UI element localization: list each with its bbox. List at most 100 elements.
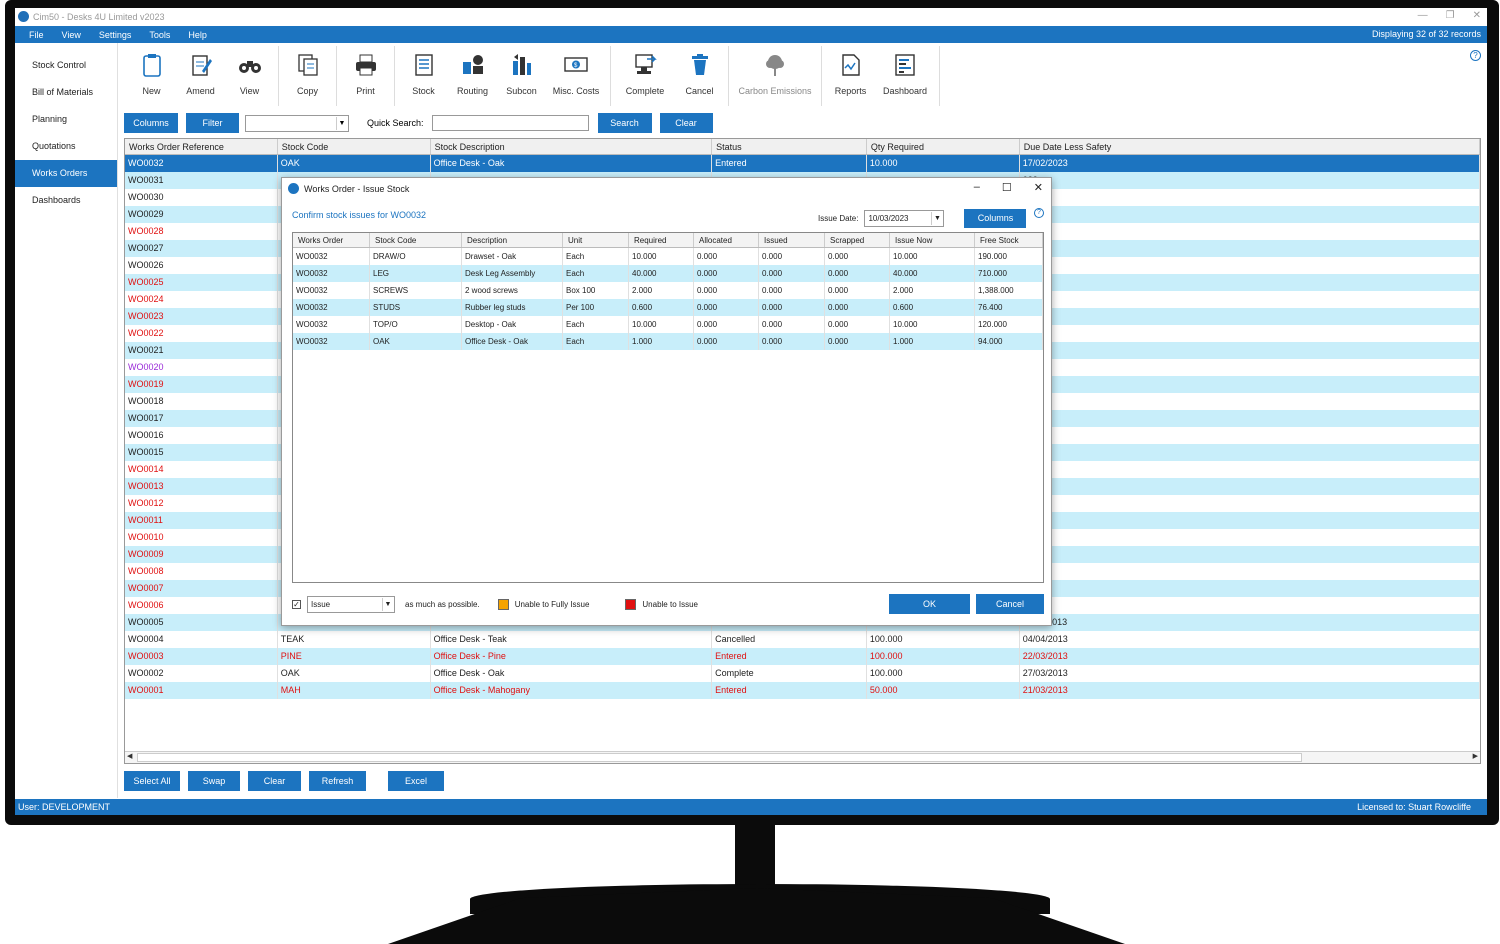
- menu-file[interactable]: File: [29, 29, 44, 40]
- reports-button[interactable]: Reports: [826, 46, 875, 106]
- help-icon[interactable]: ?: [1470, 50, 1481, 61]
- issue-cell[interactable]: 1.000: [890, 333, 975, 350]
- swap-button[interactable]: Swap: [188, 771, 240, 791]
- menu-help[interactable]: Help: [188, 29, 207, 40]
- menu-view[interactable]: View: [61, 29, 81, 40]
- col-qty-required[interactable]: Qty Required: [867, 139, 1020, 154]
- col-stock-code[interactable]: Stock Code: [278, 139, 431, 154]
- carbon-emissions-button[interactable]: Carbon Emissions: [733, 46, 817, 106]
- stock-button[interactable]: Stock: [399, 46, 448, 106]
- issue-cell[interactable]: 10.000: [890, 248, 975, 265]
- clear-button[interactable]: Clear: [659, 113, 713, 133]
- dialog-cancel-button[interactable]: Cancel: [976, 594, 1044, 614]
- table-cell: WO0024: [125, 291, 278, 308]
- dialog-help-icon[interactable]: ?: [1034, 208, 1044, 218]
- binoculars-icon: [237, 52, 263, 78]
- search-button[interactable]: Search: [597, 113, 652, 133]
- dashboard-button[interactable]: Dashboard: [875, 46, 935, 106]
- refresh-button[interactable]: Refresh: [309, 771, 366, 791]
- dialog-columns-button[interactable]: Columns: [964, 209, 1027, 228]
- routing-button[interactable]: Routing: [448, 46, 497, 106]
- window-title: Cim50 - Desks 4U Limited v2023: [33, 12, 165, 22]
- issue-cell: Desk Leg Assembly: [462, 265, 563, 282]
- print-button[interactable]: Print: [341, 46, 390, 106]
- table-cell: 023: [1020, 206, 1480, 223]
- sidebar-item-quotations[interactable]: Quotations: [32, 141, 76, 151]
- table-row[interactable]: WO0004 TEAK Office Desk - Teak Cancelled 100…: [125, 631, 1480, 648]
- view-button[interactable]: View: [225, 46, 274, 106]
- dcol-required[interactable]: Required: [629, 233, 694, 247]
- close-icon[interactable]: ✕: [1472, 10, 1481, 21]
- issue-row[interactable]: WO0032 LEG Desk Leg Assembly Each 40.000 0.00…: [293, 265, 1043, 282]
- filter-button[interactable]: Filter: [186, 113, 239, 133]
- dcol-allocated[interactable]: Allocated: [694, 233, 759, 247]
- issue-cell[interactable]: 2.000: [890, 282, 975, 299]
- sidebar-item-stock-control[interactable]: Stock Control: [32, 60, 87, 70]
- issue-mode-select[interactable]: Issue ▼: [307, 595, 395, 613]
- filter-select[interactable]: ▼: [245, 114, 349, 132]
- dialog-maximize-icon[interactable]: ☐: [1001, 182, 1012, 194]
- issue-cell: WO0032: [293, 265, 370, 282]
- scroll-right-icon[interactable]: ▶: [1472, 753, 1478, 760]
- scroll-thumb[interactable]: [137, 753, 1302, 762]
- dialog-minimize-icon[interactable]: –: [973, 181, 980, 193]
- table-row[interactable]: WO0002 OAK Office Desk - Oak Complete 100.00…: [125, 665, 1480, 682]
- issue-row[interactable]: WO0032 SCREWS 2 wood screws Box 100 2.000 0.0…: [293, 282, 1043, 299]
- report-icon: [838, 52, 864, 78]
- amend-button[interactable]: Amend: [176, 46, 225, 106]
- menu-settings[interactable]: Settings: [98, 29, 132, 40]
- issue-row[interactable]: WO0032 STUDS Rubber leg studs Per 100 0.600 0…: [293, 299, 1043, 316]
- sidebar-item-works-orders[interactable]: Works Orders: [15, 160, 117, 187]
- complete-button[interactable]: Complete: [615, 46, 675, 106]
- issue-row[interactable]: WO0032 OAK Office Desk - Oak Each 1.000 0.000…: [293, 333, 1043, 350]
- dcol-free-stock[interactable]: Free Stock: [975, 233, 1043, 247]
- issue-cell[interactable]: 10.000: [890, 316, 975, 333]
- ok-button[interactable]: OK: [889, 594, 970, 614]
- table-row[interactable]: WO0032 OAK Office Desk - Oak Entered 10.000 1…: [125, 155, 1480, 172]
- dcol-unit[interactable]: Unit: [563, 233, 629, 247]
- columns-button[interactable]: Columns: [124, 113, 178, 133]
- dcol-issue-now[interactable]: Issue Now: [890, 233, 975, 247]
- excel-button[interactable]: Excel: [388, 771, 444, 791]
- col-stock-description[interactable]: Stock Description: [431, 139, 713, 154]
- issue-checkbox[interactable]: ✓: [292, 599, 301, 609]
- dcol-stock-code[interactable]: Stock Code: [370, 233, 462, 247]
- toolbar-label: Dashboard: [882, 86, 928, 96]
- dcol-works-order[interactable]: Works Order: [293, 233, 370, 247]
- issue-cell[interactable]: 40.000: [890, 265, 975, 282]
- scroll-left-icon[interactable]: ◀: [127, 753, 133, 760]
- printer-icon: [353, 52, 379, 78]
- issue-date-picker[interactable]: 10/03/2023 ▼: [864, 210, 945, 227]
- quick-search-input[interactable]: [431, 115, 589, 131]
- misc-costs-button[interactable]: $ Misc. Costs: [546, 46, 606, 106]
- dcol-scrapped[interactable]: Scrapped: [825, 233, 890, 247]
- copy-button[interactable]: Copy: [283, 46, 332, 106]
- col-due-date[interactable]: Due Date Less Safety: [1020, 139, 1480, 154]
- table-cell: 023: [1020, 257, 1480, 274]
- table-row[interactable]: WO0001 MAH Office Desk - Mahogany Entered 50…: [125, 682, 1480, 699]
- minimize-icon[interactable]: —: [1417, 10, 1428, 21]
- table-row[interactable]: WO0003 PINE Office Desk - Pine Entered 100.0…: [125, 648, 1480, 665]
- col-status[interactable]: Status: [712, 139, 867, 154]
- bottom-clear-button[interactable]: Clear: [248, 771, 301, 791]
- issue-cell[interactable]: 0.600: [890, 299, 975, 316]
- col-works-order-reference[interactable]: Works Order Reference: [125, 139, 278, 154]
- toolbar-label: View: [239, 86, 260, 96]
- horizontal-scrollbar[interactable]: ◀ ▶: [125, 751, 1480, 763]
- cancel-button[interactable]: Cancel: [675, 46, 724, 106]
- issue-row[interactable]: WO0032 DRAW/O Drawset - Oak Each 10.000 0.000…: [293, 248, 1043, 265]
- dcol-description[interactable]: Description: [462, 233, 563, 247]
- dialog-close-icon[interactable]: ✕: [1033, 182, 1043, 194]
- menu-tools[interactable]: Tools: [149, 29, 171, 40]
- select-all-button[interactable]: Select All: [124, 771, 180, 791]
- subcon-button[interactable]: Subcon: [497, 46, 546, 106]
- new-button[interactable]: New: [127, 46, 176, 106]
- sidebar-item-dashboards[interactable]: Dashboards: [32, 195, 81, 205]
- dcol-issued[interactable]: Issued: [759, 233, 825, 247]
- table-cell: Office Desk - Oak: [431, 665, 713, 682]
- issue-row[interactable]: WO0032 TOP/O Desktop - Oak Each 10.000 0.000 0…: [293, 316, 1043, 333]
- restore-icon[interactable]: ❐: [1445, 10, 1455, 21]
- sidebar-item-planning[interactable]: Planning: [32, 114, 68, 124]
- issue-cell: 0.000: [759, 333, 825, 350]
- sidebar-item-bill-of-materials[interactable]: Bill of Materials: [32, 87, 94, 97]
